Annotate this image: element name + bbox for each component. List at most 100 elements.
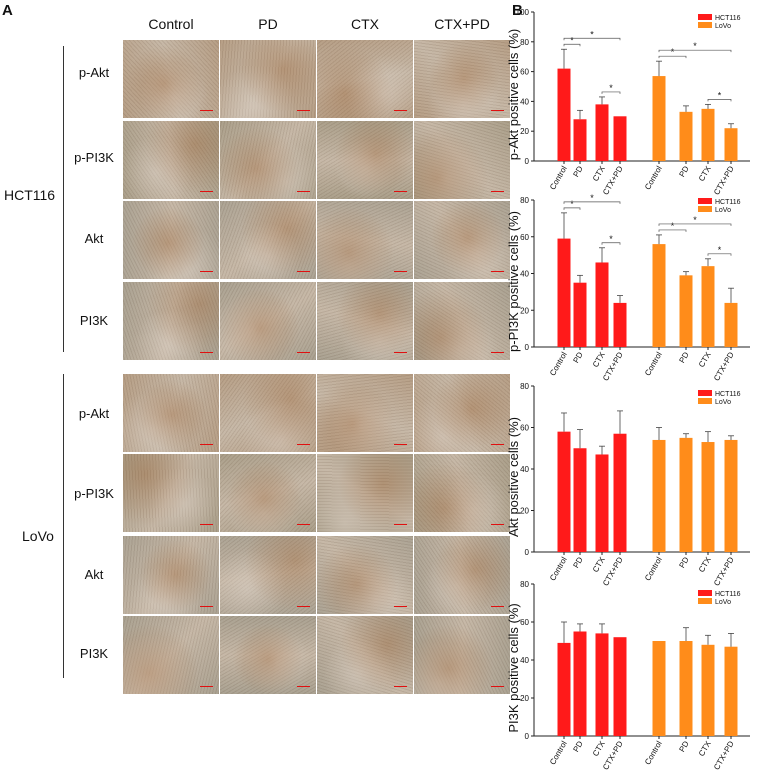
y-tick-label: 80 xyxy=(520,580,529,589)
scale-bar xyxy=(491,443,504,445)
hct116-bracket-line xyxy=(63,46,64,352)
bar-hct116-control xyxy=(557,642,571,736)
micrograph-lovo-p-pi3k-ctx xyxy=(317,454,413,532)
x-tick-label: CTX xyxy=(697,739,713,758)
micrograph-hct116-p-pi3k-control xyxy=(123,121,219,199)
scale-bar xyxy=(297,190,310,192)
bar-lovo-pd xyxy=(679,111,693,161)
micrograph-lovo-pi3k-ctx-pd xyxy=(414,616,510,694)
significance-star: * xyxy=(693,41,697,51)
significance-bracket xyxy=(658,223,732,226)
significance-star: * xyxy=(718,90,722,100)
bar-hct116-pd xyxy=(573,119,587,161)
micrograph-hct116-pi3k-pd xyxy=(220,282,316,360)
y-tick-label: 20 xyxy=(520,507,529,516)
x-tick-label: Control xyxy=(643,164,664,191)
scale-bar xyxy=(200,270,213,272)
column-header-ctx: CTX xyxy=(351,16,379,32)
x-tick-label: PD xyxy=(571,164,584,178)
micrograph-hct116-p-akt-ctx xyxy=(317,40,413,118)
y-axis-label: p-Akt positive cells (%) xyxy=(506,29,521,160)
legend-swatch-hct116 xyxy=(698,14,712,20)
y-axis-label: PI3K positive cells (%) xyxy=(506,603,521,732)
significance-bracket xyxy=(707,99,732,102)
y-tick-label: 0 xyxy=(525,548,530,557)
y-tick-label: 40 xyxy=(520,97,529,106)
significance-bracket xyxy=(601,91,621,94)
chart-p-akt: 0 20 40 60 80 100 p-Akt positive cells (%) Cont… xyxy=(506,8,750,197)
scale-bar xyxy=(394,109,407,111)
scale-bar xyxy=(297,443,310,445)
y-tick-label: 40 xyxy=(520,465,529,474)
legend-label-lovo: LoVo xyxy=(715,23,731,30)
bar-lovo-ctx xyxy=(701,108,715,161)
bar-lovo-ctx xyxy=(701,266,715,347)
legend-swatch-lovo xyxy=(698,598,712,604)
micrograph-lovo-pi3k-pd xyxy=(220,616,316,694)
scale-bar xyxy=(491,523,504,525)
micrograph-lovo-p-akt-control xyxy=(123,374,219,452)
bar-lovo-pd xyxy=(679,641,693,736)
micrograph-lovo-p-pi3k-ctx-pd xyxy=(414,454,510,532)
micrograph-lovo-akt-ctx xyxy=(317,536,413,614)
x-tick-label: Control xyxy=(643,350,664,377)
scale-bar xyxy=(200,190,213,192)
bar-lovo-ctx xyxy=(701,442,715,552)
x-tick-label: CTX xyxy=(591,555,607,574)
bar-lovo-pd xyxy=(679,275,693,347)
group-label-hct116: HCT116 xyxy=(4,187,56,203)
scale-bar xyxy=(200,523,213,525)
significance-star: * xyxy=(570,35,574,45)
y-tick-label: 80 xyxy=(520,38,529,47)
legend-swatch-hct116 xyxy=(698,590,712,596)
scale-bar xyxy=(200,351,213,353)
x-tick-label: Control xyxy=(548,739,569,766)
bar-hct116-pd xyxy=(573,282,587,347)
row-label-hct116-pi3k: PI3K xyxy=(79,313,109,328)
legend-label-lovo: LoVo xyxy=(715,207,731,214)
scale-bar xyxy=(297,270,310,272)
y-tick-label: 60 xyxy=(520,424,529,433)
row-label-lovo-akt: Akt xyxy=(84,567,104,582)
row-label-hct116-p-pi3k: p-PI3K xyxy=(74,150,114,165)
significance-star: * xyxy=(570,199,574,209)
x-tick-label: CTX+PD xyxy=(712,350,736,382)
lovo-bracket-line xyxy=(63,374,64,678)
bar-hct116-ctx-pd xyxy=(613,116,627,161)
y-tick-label: 60 xyxy=(520,618,529,627)
x-tick-label: CTX+PD xyxy=(712,739,736,770)
x-tick-label: CTX xyxy=(591,739,607,758)
scale-bar xyxy=(200,109,213,111)
scale-bar xyxy=(394,523,407,525)
y-tick-label: 20 xyxy=(520,306,529,315)
bar-hct116-ctx-pd xyxy=(613,433,627,552)
bar-hct116-ctx xyxy=(595,262,609,347)
bar-lovo-ctx xyxy=(701,644,715,736)
scale-bar xyxy=(491,109,504,111)
micrograph-hct116-p-akt-control xyxy=(123,40,219,118)
bar-hct116-ctx xyxy=(595,454,609,552)
scale-bar xyxy=(297,109,310,111)
significance-bracket xyxy=(563,201,621,204)
x-tick-label: CTX xyxy=(697,350,713,369)
micrograph-hct116-pi3k-control xyxy=(123,282,219,360)
legend-swatch-lovo xyxy=(698,22,712,28)
legend-label-hct116: HCT116 xyxy=(715,15,741,22)
legend-swatch-hct116 xyxy=(698,198,712,204)
scale-bar xyxy=(297,351,310,353)
bar-lovo-ctx-pd xyxy=(724,128,738,161)
bar-hct116-ctx-pd xyxy=(613,637,627,736)
y-tick-label: 40 xyxy=(520,656,529,665)
y-tick-label: 20 xyxy=(520,127,529,136)
panel-b-letter: B xyxy=(512,2,523,19)
row-label-hct116-akt: Akt xyxy=(84,231,104,246)
y-tick-label: 60 xyxy=(520,233,529,242)
significance-bracket xyxy=(563,43,581,47)
row-label-hct116-p-akt: p-Akt xyxy=(78,65,110,80)
y-tick-label: 0 xyxy=(525,157,530,166)
y-tick-label: 0 xyxy=(525,343,530,352)
micrograph-lovo-p-akt-pd xyxy=(220,374,316,452)
bar-lovo-ctx-pd xyxy=(724,439,738,552)
scale-bar xyxy=(491,351,504,353)
micrograph-lovo-p-pi3k-pd xyxy=(220,454,316,532)
